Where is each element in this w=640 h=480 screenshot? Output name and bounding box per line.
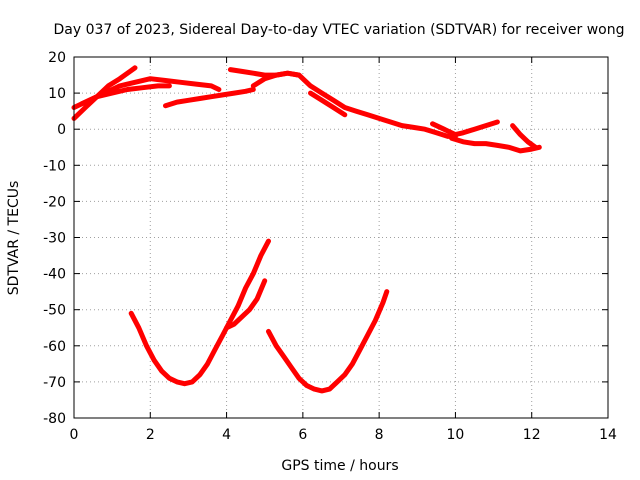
series-line-arc-12 — [224, 278, 268, 331]
tick-layer: 0 2 4 6 8 10 12 14 -80 -70 -60 -50 -40 -30 -20 -10 0 10 20 — [43, 50, 617, 443]
y-tick-label: -60 — [43, 339, 66, 355]
x-tick-label: 4 — [222, 427, 231, 443]
x-tick-label: 2 — [146, 427, 155, 443]
series-line-arc-13 — [266, 289, 390, 394]
x-axis-label: GPS time / hours — [281, 458, 398, 474]
x-tick-label: 12 — [523, 427, 541, 443]
y-tick-label: -30 — [43, 231, 66, 247]
series-line-arc-8 — [430, 119, 500, 138]
y-axis-label: SDTVAR / TECUs — [6, 181, 22, 296]
series-layer — [71, 65, 542, 394]
y-tick-label: 0 — [57, 122, 66, 138]
x-tick-label: 6 — [298, 427, 307, 443]
series-line-arc-7 — [308, 90, 348, 118]
series-line-arc-6 — [250, 70, 458, 139]
series-line-arc-11 — [128, 238, 271, 387]
series-line-arc-10 — [510, 123, 538, 150]
y-tick-label: 20 — [48, 50, 66, 66]
x-tick-label: 0 — [70, 427, 79, 443]
series-line-arc-9 — [449, 135, 542, 154]
y-tick-label: -70 — [43, 375, 66, 391]
y-tick-label: -20 — [43, 194, 66, 210]
y-tick-label: -50 — [43, 303, 66, 319]
grid-layer — [74, 57, 608, 418]
chart-title: Day 037 of 2023, Sidereal Day-to-day VTE… — [54, 22, 625, 38]
y-tick-label: -10 — [43, 158, 66, 174]
x-tick-label: 8 — [375, 427, 384, 443]
y-tick-label: 10 — [48, 86, 66, 102]
x-tick-label: 10 — [447, 427, 465, 443]
series-line-arc-3 — [79, 83, 172, 107]
x-tick-label: 14 — [599, 427, 617, 443]
y-tick-label: -80 — [43, 411, 66, 427]
series-line-arc-4 — [163, 87, 256, 109]
y-tick-label: -40 — [43, 267, 66, 283]
